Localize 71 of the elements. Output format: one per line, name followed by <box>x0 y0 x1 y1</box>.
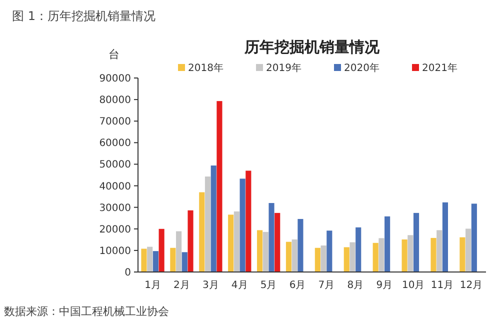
bar <box>188 210 194 272</box>
bar <box>158 228 164 272</box>
x-tick-label: 11月 <box>430 280 454 291</box>
bar <box>471 204 477 272</box>
x-tick-label: 10月 <box>402 280 425 291</box>
legend-label: 2020年 <box>344 62 380 74</box>
x-tick-label: 5月 <box>260 280 277 291</box>
caption: 图 1：历年挖掘机销量情况 <box>12 9 156 23</box>
bar <box>466 228 472 272</box>
bar <box>292 239 298 272</box>
bar <box>326 230 332 272</box>
bar <box>436 230 442 272</box>
bar <box>298 218 304 272</box>
bar <box>246 170 252 272</box>
bar <box>314 248 320 272</box>
y-tick-label: 90000 <box>99 74 131 84</box>
bar <box>372 242 378 272</box>
source-note: 数据来源：中国工程机械工业协会 <box>4 305 169 318</box>
legend-label: 2018年 <box>188 62 224 74</box>
x-tick-label: 9月 <box>376 280 393 291</box>
x-tick-label: 1月 <box>144 280 161 291</box>
bar <box>170 248 176 272</box>
y-tick-label: 50000 <box>99 160 131 171</box>
bar <box>234 211 240 272</box>
bar <box>256 230 263 272</box>
bar <box>344 247 350 272</box>
bar <box>350 242 356 272</box>
bar <box>442 202 448 272</box>
y-axis-title: 台 <box>108 48 120 61</box>
bar <box>274 212 280 272</box>
y-tick-label: 30000 <box>99 202 131 214</box>
x-tick-label: 3月 <box>202 280 219 291</box>
bar <box>430 238 436 272</box>
y-tick-label: 20000 <box>99 224 131 236</box>
legend-label: 2021年 <box>422 62 458 74</box>
bar <box>408 235 414 272</box>
bar <box>216 101 222 272</box>
x-tick-label: 8月 <box>347 280 364 291</box>
y-tick-label: 0 <box>124 268 131 278</box>
bar <box>268 203 274 272</box>
bar <box>141 248 147 272</box>
bar <box>152 251 158 272</box>
bar <box>413 212 420 272</box>
bar <box>356 227 362 272</box>
x-tick-label: 2月 <box>174 280 190 291</box>
x-tick-label: 4月 <box>231 280 248 291</box>
x-tick-label: 6月 <box>289 280 306 291</box>
legend-label: 2019年 <box>266 62 302 74</box>
bar <box>210 166 216 272</box>
y-tick-label: 40000 <box>99 181 131 192</box>
chart-title: 历年挖掘机销量情况 <box>244 38 380 56</box>
bar <box>204 176 211 272</box>
bar <box>176 231 182 272</box>
bar <box>460 237 466 272</box>
bar <box>147 246 153 272</box>
bar <box>320 245 326 272</box>
x-tick-label: 7月 <box>318 280 335 291</box>
bar <box>286 242 292 272</box>
bar <box>199 192 205 272</box>
y-tick-label: 80000 <box>99 95 131 106</box>
bar <box>262 232 268 272</box>
bar <box>384 216 390 272</box>
bar <box>402 239 408 272</box>
y-tick-label: 10000 <box>99 246 131 257</box>
bar <box>240 178 246 272</box>
bar <box>378 238 384 272</box>
y-tick-label: 60000 <box>99 138 131 150</box>
bar <box>182 252 188 272</box>
y-tick-label: 70000 <box>99 116 131 128</box>
bar <box>228 214 234 272</box>
x-tick-label: 12月 <box>460 280 483 291</box>
